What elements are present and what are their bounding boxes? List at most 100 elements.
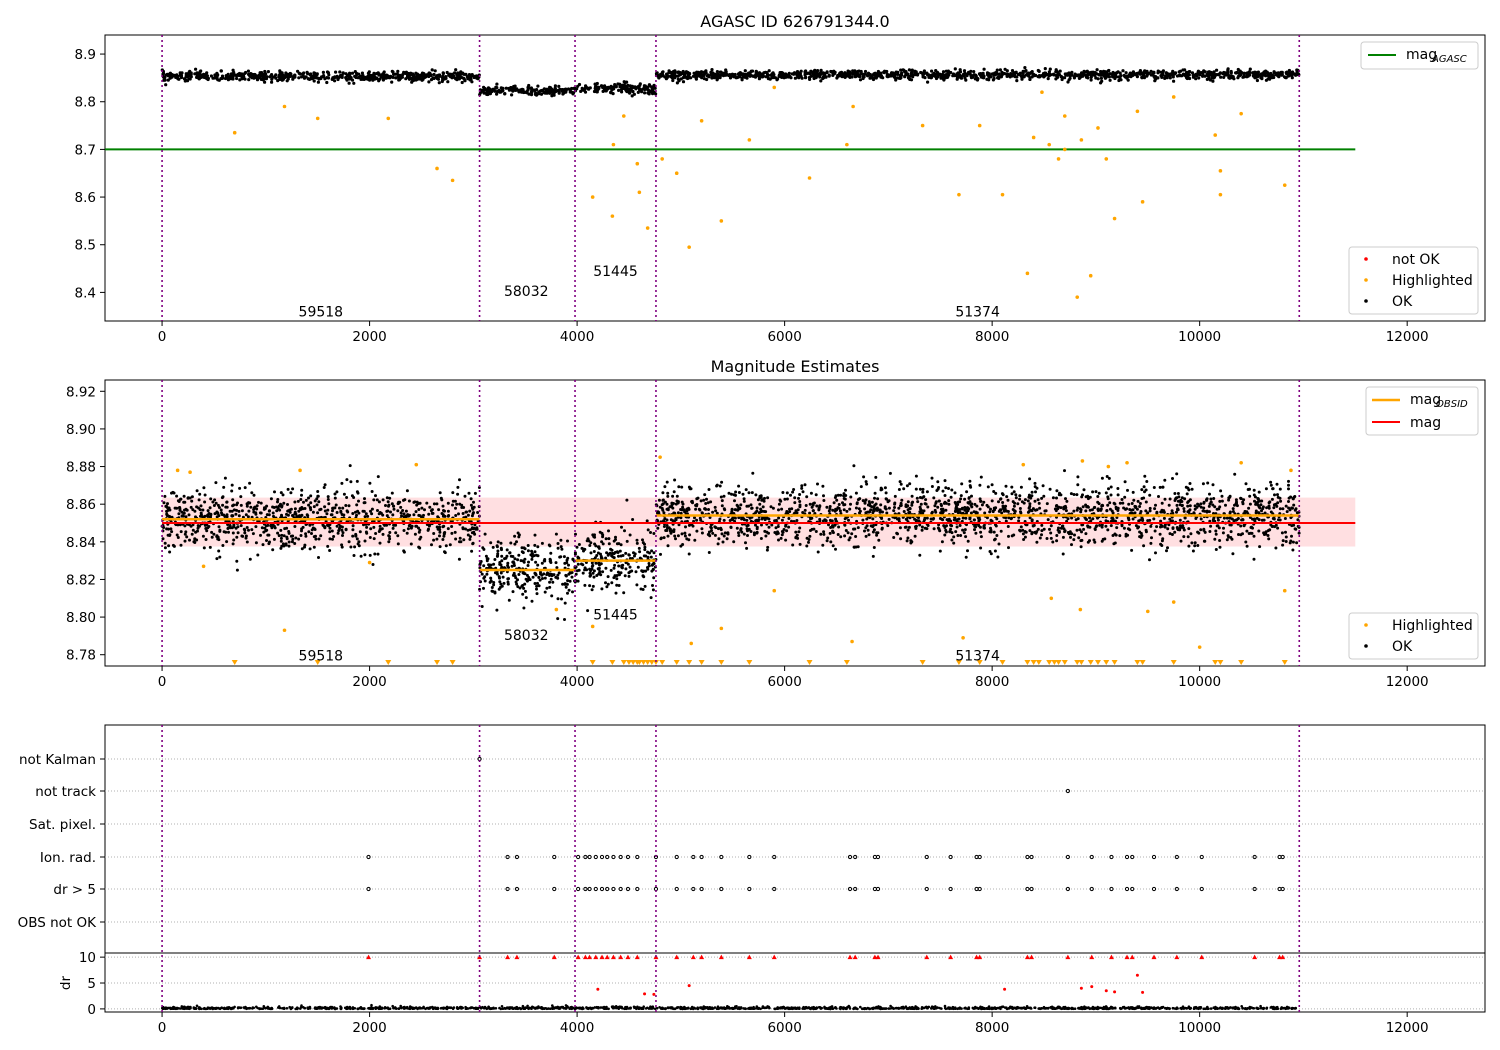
ok-point [317, 556, 320, 559]
ok-point [586, 609, 590, 613]
ok-point [340, 525, 344, 529]
ok-point [1266, 71, 1270, 75]
ok-point [422, 513, 425, 517]
ok-point [711, 510, 715, 514]
ok-point [162, 75, 166, 80]
ok-point [498, 586, 502, 589]
ok-point [828, 531, 832, 535]
ok-point [707, 551, 711, 554]
ok-point [930, 476, 934, 480]
ok-point [641, 538, 644, 542]
ok-point [986, 73, 990, 77]
ok-point [309, 77, 313, 81]
ok-point [638, 88, 642, 92]
ok-point [792, 71, 797, 75]
ok-point [973, 528, 976, 532]
ok-point [987, 78, 991, 82]
ok-point [601, 535, 605, 539]
ok-point [251, 532, 255, 536]
ok-point [636, 90, 640, 94]
highlighted-point [621, 114, 626, 118]
ok-point [240, 509, 244, 513]
ok-point [265, 75, 269, 79]
ok-point [225, 513, 229, 517]
ok-point [636, 565, 640, 569]
ok-point [1210, 74, 1214, 78]
ok-point [620, 566, 624, 570]
ok-point [482, 547, 486, 551]
ok-point [1126, 78, 1130, 82]
ok-point [438, 73, 442, 77]
ok-point [286, 487, 290, 491]
ok-point [210, 535, 214, 539]
ok-point [1183, 73, 1187, 78]
ok-point [354, 532, 358, 536]
ok-point [589, 573, 593, 577]
ok-point [352, 496, 356, 499]
ok-point [509, 541, 513, 545]
ok-point [402, 550, 406, 554]
ok-point [190, 495, 194, 499]
ok-point [469, 503, 473, 507]
ok-point [1186, 71, 1190, 75]
ok-point [836, 74, 840, 78]
ok-point [746, 534, 749, 537]
ok-point [1196, 544, 1200, 547]
ok-point [1219, 75, 1223, 79]
ok-point [175, 533, 179, 537]
ok-point [1015, 79, 1019, 83]
p2-ytick-label: 8.84 [66, 535, 96, 551]
ok-point [1247, 506, 1251, 510]
ok-point [1026, 499, 1030, 503]
ok-point [1137, 519, 1141, 523]
ok-point [932, 496, 936, 500]
ok-point [994, 70, 999, 74]
ok-point [385, 509, 389, 513]
ok-point [279, 546, 283, 550]
ok-point [391, 75, 395, 79]
ok-point [1001, 501, 1005, 504]
ok-point [220, 496, 224, 500]
ok-point [440, 512, 444, 515]
ok-point [180, 514, 184, 518]
ok-point [764, 534, 768, 538]
ok-point [244, 70, 248, 75]
ok-point [470, 549, 474, 553]
ok-point [261, 543, 265, 547]
ok-point [604, 537, 608, 541]
ok-point [210, 530, 214, 534]
ok-point [1187, 544, 1191, 548]
ok-point [566, 579, 570, 583]
ok-point [597, 545, 601, 549]
ok-point [991, 78, 996, 82]
ok-point [321, 70, 325, 74]
highlighted-point [1062, 114, 1067, 118]
ok-point [476, 511, 480, 514]
ok-point [706, 73, 710, 77]
ok-point [965, 73, 969, 78]
ok-point [482, 88, 486, 92]
ok-point [529, 86, 533, 90]
ok-point [517, 553, 521, 557]
ok-point [432, 502, 436, 506]
highlighted-point [687, 245, 691, 249]
ok-point [861, 72, 865, 76]
ok-point [353, 70, 357, 74]
ok-point [738, 71, 742, 75]
ok-point [1254, 509, 1258, 513]
ok-point [344, 76, 348, 80]
ok-point [501, 86, 505, 90]
ok-point [1040, 533, 1043, 537]
ok-point [1196, 69, 1200, 73]
ok-point [648, 551, 651, 555]
ok-point [1171, 69, 1175, 73]
ok-point [681, 80, 686, 84]
highlighted-point [1088, 273, 1093, 278]
ok-point [1218, 545, 1222, 549]
ok-point [705, 497, 708, 501]
ok-point [730, 507, 734, 511]
ok-point [441, 514, 445, 518]
ok-point [742, 499, 746, 503]
ok-point [797, 496, 800, 500]
ok-point [247, 78, 251, 82]
